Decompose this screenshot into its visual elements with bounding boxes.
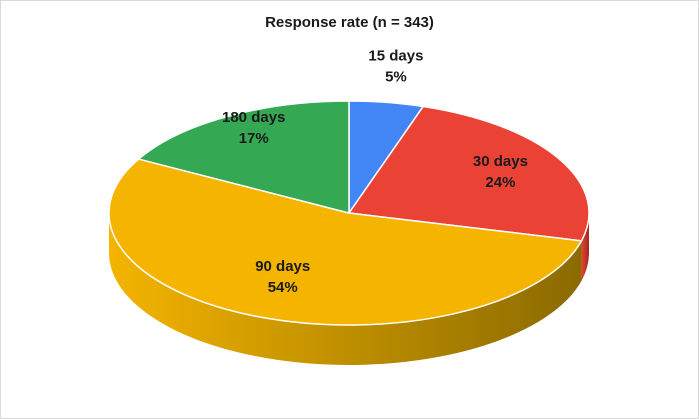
- chart-title: Response rate (n = 343): [265, 14, 434, 31]
- pie-side-30-days: [581, 213, 589, 281]
- slice-label-30-days: 30 days: [473, 153, 528, 170]
- slice-value-30-days: 24%: [485, 174, 515, 191]
- slice-value-15-days: 5%: [385, 69, 407, 86]
- slice-label-15-days: 15 days: [368, 48, 423, 65]
- slice-label-180-days: 180 days: [222, 109, 285, 126]
- pie-side-90-days: [109, 213, 582, 365]
- pie-slice-90-days[interactable]: [108, 158, 583, 326]
- pie-slice-180-days[interactable]: [137, 100, 350, 214]
- pie-slice-30-days[interactable]: [348, 105, 590, 242]
- slice-value-180-days: 17%: [239, 130, 269, 147]
- slice-value-90-days: 54%: [268, 279, 298, 296]
- slice-label-90-days: 90 days: [255, 258, 310, 275]
